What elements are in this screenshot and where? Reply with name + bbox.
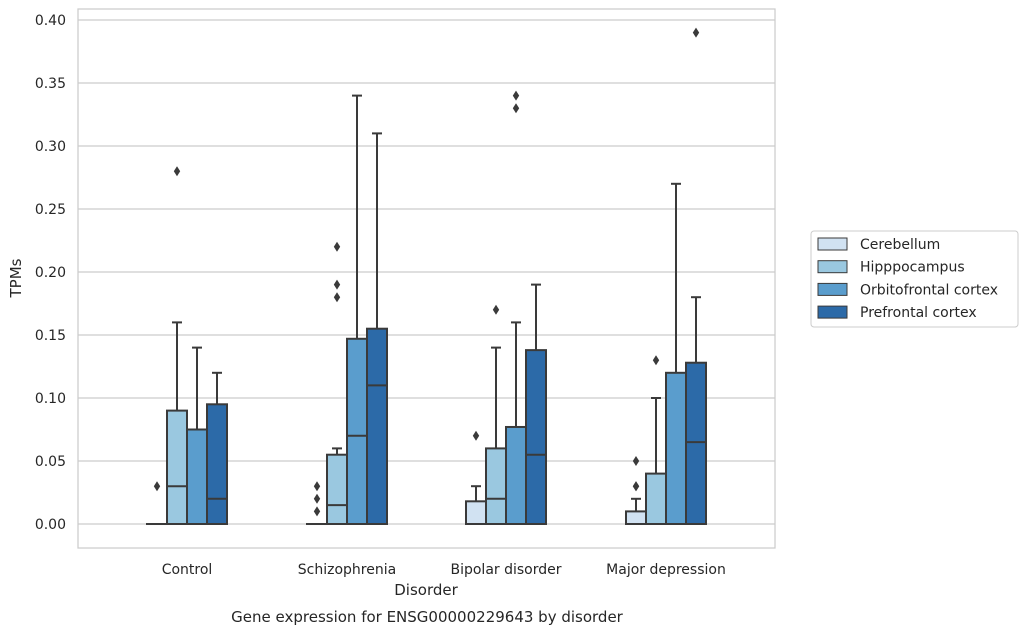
box-group [187,348,207,524]
box [167,411,187,524]
box [187,430,207,525]
box-group [626,456,646,524]
box [646,474,666,524]
outlier-point [154,481,160,491]
x-tick-label: Schizophrenia [298,562,396,578]
y-tick-label: 0.10 [35,391,66,407]
x-tick-label: Bipolar disorder [450,562,561,578]
box-group [207,373,227,524]
y-tick-label: 0.40 [35,13,66,29]
box [526,350,546,524]
outlier-point [653,355,659,365]
box [666,373,686,524]
y-tick-labels: 0.00 0.05 0.10 0.15 0.20 0.25 0.30 0.35 0.40 [35,13,66,533]
outlier-point [633,456,639,466]
y-tick-label: 0.00 [35,517,66,533]
outlier-point [513,91,519,101]
box [506,427,526,524]
box-group [167,166,187,524]
outlier-point [334,242,340,252]
y-tick-label: 0.30 [35,139,66,155]
box-group [526,285,546,524]
outlier-point [334,280,340,290]
legend-label: Cerebellum [860,237,940,253]
box [466,501,486,524]
outlier-point [314,494,320,504]
outlier-point [334,292,340,302]
legend: Cerebellum Hipppocampus Orbitofrontal cort… [811,231,1018,327]
x-axis-title: Disorder [394,581,458,599]
outlier-point [314,481,320,491]
box-group [686,28,706,524]
y-tick-label: 0.15 [35,328,66,344]
outlier-point [473,431,479,441]
box-group [367,133,387,524]
box-group [646,355,666,524]
outlier-point [314,506,320,516]
box [486,448,506,524]
x-tick-label: Control [162,562,213,578]
box [347,339,367,524]
box-group [307,481,327,524]
boxplot-marks [147,28,706,524]
box-group [506,91,526,524]
y-tick-label: 0.25 [35,202,66,218]
box-group [147,481,167,524]
outlier-point [493,305,499,315]
legend-swatch [818,306,847,318]
box-group [486,305,506,524]
outlier-point [633,481,639,491]
legend-label: Orbitofrontal cortex [860,282,998,298]
box [207,404,227,524]
box-group [466,431,486,524]
box [686,363,706,524]
y-tick-label: 0.35 [35,76,66,92]
legend-swatch [818,283,847,295]
y-tick-label: 0.20 [35,265,66,281]
box [367,329,387,524]
box-group [347,96,367,524]
legend-swatch [818,261,847,273]
figure-caption: Gene expression for ENSG00000229643 by d… [231,608,624,626]
legend-label: Prefrontal cortex [860,305,977,321]
x-tick-label: Major depression [606,562,726,578]
outlier-point [174,166,180,176]
box-group [666,184,686,524]
box [327,455,347,524]
legend-label: Hipppocampus [860,260,965,276]
y-tick-label: 0.05 [35,454,66,470]
y-axis-title: TPMs [7,258,25,298]
outlier-point [513,103,519,113]
x-tick-labels: Control Schizophrenia Bipolar disorder Majo… [162,562,726,578]
box [626,511,646,524]
outlier-point [693,28,699,38]
box-group [327,242,347,524]
legend-swatch [818,238,847,250]
